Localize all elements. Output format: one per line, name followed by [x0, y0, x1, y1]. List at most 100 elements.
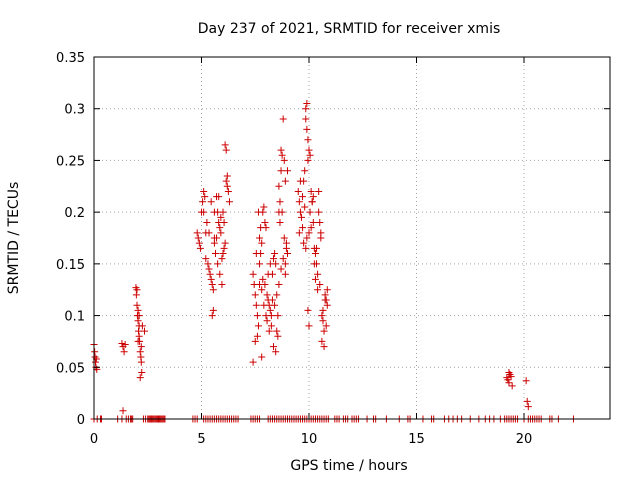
data-point — [302, 105, 310, 113]
data-point — [311, 275, 319, 283]
data-point — [296, 208, 304, 216]
data-point — [218, 281, 226, 289]
data-point — [120, 348, 128, 356]
data-point — [305, 322, 313, 330]
data-point — [203, 218, 211, 226]
data-point — [309, 218, 317, 226]
data-point — [219, 250, 227, 258]
y-tick-label: 0.15 — [56, 258, 85, 273]
data-point — [258, 286, 266, 294]
data-point — [277, 265, 285, 273]
x-tick-label: 15 — [408, 432, 425, 447]
data-point — [134, 317, 142, 325]
data-point — [216, 224, 224, 232]
data-point — [276, 218, 284, 226]
data-point — [136, 374, 144, 382]
data-point — [253, 332, 261, 340]
data-point — [522, 377, 530, 385]
data-point — [323, 286, 331, 294]
data-point — [211, 250, 219, 258]
y-tick-label: 0.25 — [56, 154, 85, 169]
data-point — [320, 343, 328, 351]
data-point — [263, 317, 271, 325]
data-point — [277, 146, 285, 154]
data-point — [252, 301, 260, 309]
data-point — [261, 218, 269, 226]
data-point — [280, 156, 288, 164]
y-axis-label: SRMTID / TECUs — [6, 182, 22, 295]
data-point — [256, 234, 264, 242]
data-point — [253, 312, 261, 320]
x-tick-label: 10 — [301, 432, 318, 447]
data-point — [301, 203, 309, 211]
data-point — [223, 172, 231, 180]
data-point — [304, 156, 312, 164]
data-point — [275, 182, 283, 190]
data-point — [315, 187, 323, 195]
data-point — [314, 270, 322, 278]
data-point — [249, 358, 257, 366]
data-point — [320, 327, 328, 335]
data-point — [508, 382, 516, 390]
data-point — [209, 286, 217, 294]
data-point — [199, 198, 207, 206]
data-point — [195, 239, 203, 247]
x-axis-label: GPS time / hours — [290, 458, 407, 474]
data-point — [218, 255, 226, 263]
y-tick-label: 0.35 — [56, 51, 85, 66]
data-point — [135, 327, 143, 335]
data-point — [507, 373, 515, 381]
data-point — [316, 281, 324, 289]
data-point — [225, 198, 233, 206]
y-tick-label: 0 — [77, 413, 85, 428]
data-point — [137, 358, 145, 366]
data-point — [204, 260, 212, 268]
data-point — [119, 407, 127, 415]
y-tick-label: 0.3 — [64, 103, 85, 118]
data-point — [121, 341, 129, 349]
data-point — [261, 281, 269, 289]
data-point — [136, 348, 144, 356]
data-point — [322, 322, 330, 330]
data-point — [133, 301, 141, 309]
data-point — [133, 286, 141, 294]
data-point — [132, 291, 140, 299]
data-point — [278, 208, 286, 216]
data-point — [311, 250, 319, 258]
data-point — [295, 198, 303, 206]
data-point — [215, 193, 223, 201]
data-point — [256, 260, 264, 268]
data-point — [295, 229, 303, 237]
data-point — [134, 337, 142, 345]
data-point — [308, 198, 316, 206]
data-point — [266, 306, 274, 314]
data-point — [274, 332, 282, 340]
data-point — [303, 125, 311, 133]
data-point — [217, 229, 225, 237]
data-point — [276, 198, 284, 206]
data-point — [300, 239, 308, 247]
data-point — [268, 296, 276, 304]
data-point — [281, 177, 289, 185]
data-point — [251, 291, 259, 299]
data-point — [273, 291, 281, 299]
data-point — [315, 208, 323, 216]
data-point — [275, 281, 283, 289]
y-tick-label: 0.2 — [64, 206, 85, 221]
data-point — [296, 177, 304, 185]
data-point — [207, 198, 215, 206]
x-tick-label: 5 — [197, 432, 205, 447]
data-point — [279, 115, 287, 123]
data-point — [259, 275, 267, 283]
data-point — [224, 187, 232, 195]
data-point — [200, 208, 208, 216]
data-point — [270, 255, 278, 263]
data-point — [200, 187, 208, 195]
data-point — [216, 270, 224, 278]
y-tick-label: 0.05 — [56, 361, 85, 376]
data-point — [252, 250, 260, 258]
data-point — [303, 100, 311, 108]
data-point — [219, 208, 227, 216]
data-point — [323, 301, 331, 309]
